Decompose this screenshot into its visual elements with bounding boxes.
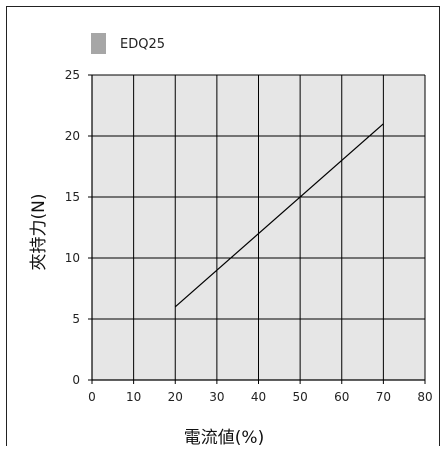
x-tick-label: 80 [417, 390, 432, 404]
y-tick-label: 10 [65, 251, 80, 265]
legend-swatch [91, 33, 106, 54]
y-tick-label: 15 [65, 190, 80, 204]
x-axis-title: 電流値(%) [184, 428, 264, 448]
x-tick-label: 60 [334, 390, 349, 404]
y-tick-label: 0 [72, 373, 80, 387]
series-line [174, 123, 384, 308]
y-tick-label: 25 [65, 68, 80, 82]
y-tick-label: 20 [65, 129, 80, 143]
x-tick-label: 40 [251, 390, 266, 404]
chart-frame [6, 6, 440, 446]
x-tick-label: 10 [126, 390, 141, 404]
y-tick-label: 5 [72, 312, 80, 326]
x-tick-label: 20 [168, 390, 183, 404]
x-tick-label: 0 [88, 390, 96, 404]
y-axis-title: 夾持力(N) [29, 194, 49, 271]
x-tick-label: 70 [376, 390, 391, 404]
x-tick-label: 30 [209, 390, 224, 404]
x-tick-label: 50 [292, 390, 307, 404]
legend-label: EDQ25 [120, 37, 165, 52]
